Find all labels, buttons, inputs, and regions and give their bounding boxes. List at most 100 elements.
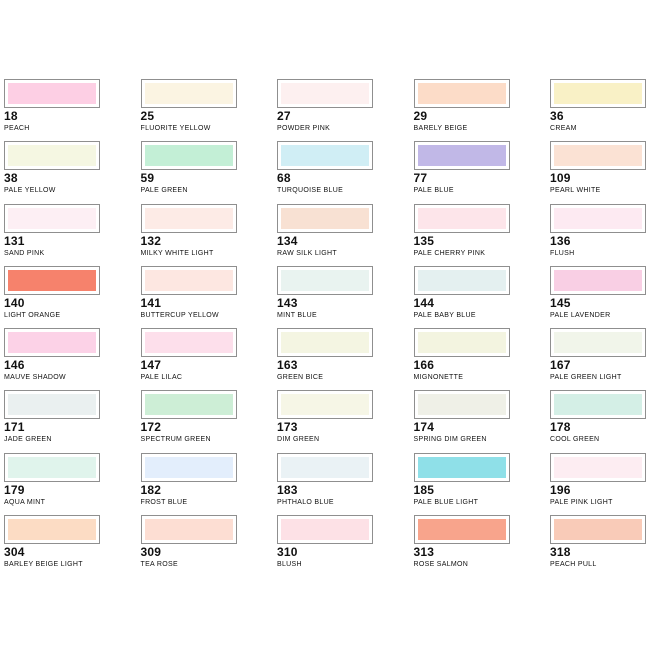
swatch-name: MINT BLUE [277,311,317,319]
swatch-number: 163 [277,358,298,373]
swatch-number: 144 [413,295,435,310]
color-swatch [277,265,373,295]
swatch-name: PHTHALO BLUE [277,498,334,506]
color-swatch-item: 144 PALE BABY BLUE [413,265,551,328]
swatch-number: 131 [4,233,25,248]
color-swatch-item: 36 CREAM [550,79,650,141]
color-fill [554,145,642,167]
color-fill [144,456,233,478]
color-swatch [550,328,646,358]
swatch-number: 136 [550,233,571,248]
color-swatch-item: 140 LIGHT ORANGE [4,265,141,328]
color-swatch [277,328,373,358]
swatch-name: MIGNONETTE [413,374,464,382]
color-swatch-item: 183 PHTHALO BLUE [277,452,414,515]
color-swatch [140,203,237,233]
color-swatch [277,79,373,108]
color-swatch-item: 29 BARELY BEIGE [413,79,551,141]
swatch-number: 146 [4,358,25,373]
color-swatch-item: 25 FLUORITE YELLOW [140,79,278,141]
swatch-name: JADE GREEN [4,436,52,444]
color-fill [281,456,369,478]
swatch-number: 185 [413,482,435,497]
color-swatch [413,452,510,482]
swatch-name: BLUSH [277,561,302,569]
color-fill [281,207,369,229]
swatch-name: LIGHT ORANGE [4,311,61,319]
swatch-number: 313 [413,545,435,560]
color-swatch-item: 132 MILKY WHITE LIGHT [140,203,278,266]
swatch-name: BUTTERCUP YELLOW [140,311,219,319]
color-swatch [413,328,510,358]
color-swatch [4,203,100,233]
color-swatch [413,390,510,420]
color-swatch-item: 135 PALE CHERRY PINK [413,203,551,266]
swatch-name: CREAM [550,125,577,132]
swatch-number: 132 [140,233,162,248]
color-swatch-item: 27 POWDER PINK [277,79,414,141]
swatch-number: 147 [140,358,162,373]
color-swatch-item: 313 ROSE SALMON [413,515,551,577]
color-swatch-item: 172 SPECTRUM GREEN [140,390,278,452]
color-swatch [4,328,100,358]
swatch-name: PALE CHERRY PINK [413,249,486,257]
swatch-number: 135 [413,233,435,248]
swatch-name: MAUVE SHADOW [4,374,66,382]
color-swatch [140,79,237,108]
swatch-number: 171 [4,420,25,435]
swatch-name: FROST BLUE [140,498,188,506]
color-fill [281,332,369,354]
color-swatch [140,265,237,295]
color-swatch [4,390,100,420]
color-swatch-item: 196 PALE PINK LIGHT [550,452,650,515]
color-swatch-item: 134 RAW SILK LIGHT [277,203,414,266]
swatch-name: PALE BLUE [413,187,454,195]
color-swatch [140,328,237,358]
color-fill [417,145,506,167]
swatch-name: ROSE SALMON [413,561,469,569]
swatch-number: 196 [550,482,571,497]
swatch-number: 36 [550,109,564,123]
color-swatch-item: 109 PEARL WHITE [550,141,650,203]
color-fill [554,269,642,291]
color-fill [8,83,96,104]
swatch-name: TURQUOISE BLUE [277,187,344,195]
swatch-number: 183 [277,482,298,497]
swatch-name: PEACH [4,125,30,132]
swatch-number: 174 [413,420,435,435]
swatch-number: 29 [413,109,428,123]
swatch-name: PALE PINK LIGHT [550,498,613,506]
swatch-name: PALE YELLOW [4,187,56,195]
swatch-name: MILKY WHITE LIGHT [140,249,214,257]
color-fill [8,456,96,478]
swatch-number: 25 [140,109,155,123]
color-fill [281,394,369,416]
swatch-name: SPRING DIM GREEN [413,436,487,444]
swatch-number: 77 [413,171,428,186]
color-swatch [413,265,510,295]
color-fill [8,145,96,167]
swatch-name: PALE GREEN LIGHT [550,374,622,382]
swatch-number: 167 [550,358,571,373]
color-fill [554,519,642,541]
color-swatch [413,79,510,108]
color-fill [8,207,96,229]
color-fill [144,83,233,104]
color-fill [417,332,506,354]
color-swatch [550,141,646,171]
color-swatch-item: 131 SAND PINK [4,203,141,266]
color-fill [554,394,642,416]
color-fill [417,456,506,478]
swatch-name: SPECTRUM GREEN [140,436,211,444]
color-swatch [413,203,510,233]
swatch-number: 68 [277,171,291,186]
color-swatch [550,203,646,233]
color-swatch-item: 309 TEA ROSE [140,515,278,577]
swatch-name: SAND PINK [4,249,45,257]
color-swatch-item: 145 PALE LAVENDER [550,265,650,328]
color-swatch [550,390,646,420]
color-swatch-item: 167 PALE GREEN LIGHT [550,328,650,390]
color-swatch [4,265,100,295]
color-swatch-item: 178 COOL GREEN [550,390,650,452]
color-swatch [4,141,100,171]
